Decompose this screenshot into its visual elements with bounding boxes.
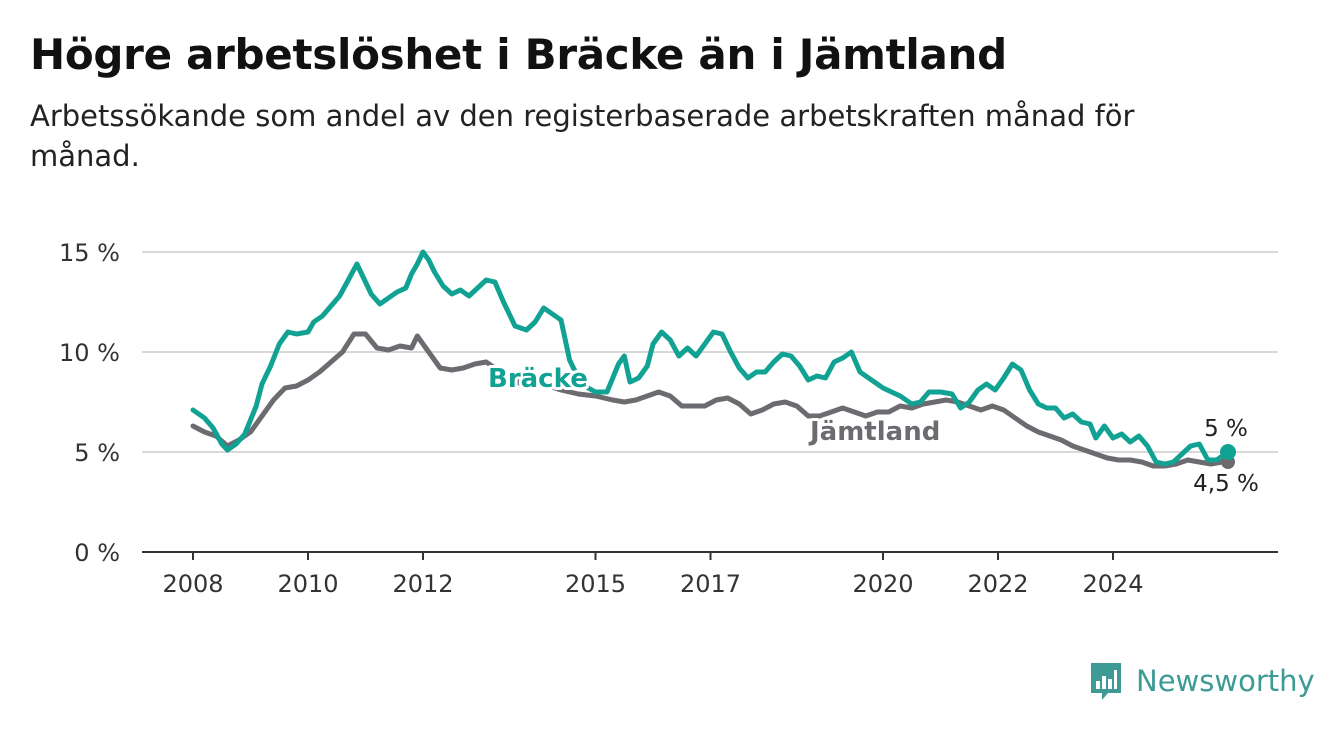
chart-subtitle: Arbetssökande som andel av den registerb… [30,99,1135,173]
x-tick-label: 2008 [162,570,223,598]
bar-chart-icon [1091,663,1121,700]
x-tick-label: 2017 [680,570,741,598]
chart-title: Högre arbetslöshet i Bräcke än i Jämtlan… [30,30,1007,79]
series-labels: Bräcke Jämtland 5 % 4,5 % [485,361,1262,500]
x-tick-label: 2020 [852,570,913,598]
x-tick-label: 2012 [392,570,453,598]
x-tick-label: 2024 [1082,570,1143,598]
y-axis-ticks: 0 % 5 % 10 % 15 % [59,239,120,567]
series-line-bracke [190,249,1231,467]
x-tick-label: 2015 [565,570,626,598]
x-axis-ticks: 2008 2010 2012 2015 2017 2020 2022 2024 [162,552,1144,598]
brand-name: Newsworthy [1136,664,1315,698]
series-line-jamtland [190,331,1231,469]
x-tick-label: 2010 [277,570,338,598]
series-lines [190,249,1231,469]
y-tick-label: 0 % [74,539,120,567]
series-label-bracke: Bräcke [488,364,588,394]
y-tick-label: 10 % [59,339,120,367]
end-value-bracke: 5 % [1204,416,1248,442]
end-marker-bracke [1220,444,1236,460]
series-label-jamtland: Jämtland [808,417,940,447]
x-tick-label: 2022 [967,570,1028,598]
newsworthy-logo: Newsworthy [1088,660,1315,702]
gridlines [142,251,1278,453]
y-tick-label: 5 % [74,439,120,467]
end-value-jamtland: 4,5 % [1193,471,1259,497]
y-tick-label: 15 % [59,239,120,267]
